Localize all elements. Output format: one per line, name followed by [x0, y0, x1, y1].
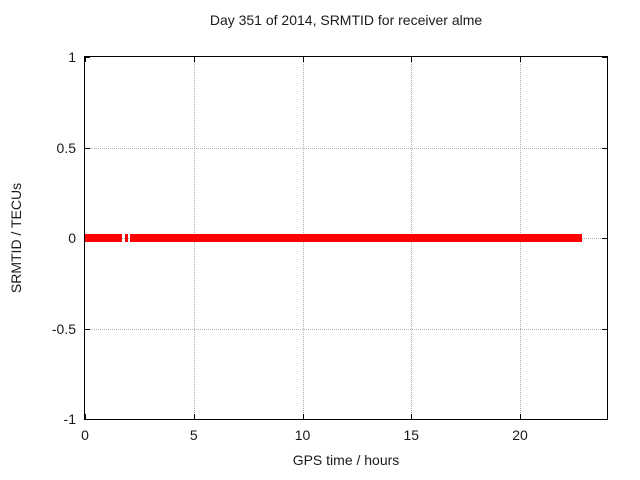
y-tick-mark	[85, 57, 90, 58]
y-tick-mark-right	[602, 328, 607, 330]
x-tick-mark	[302, 414, 304, 419]
x-tick-mark	[193, 414, 195, 419]
y-tick-label: -0.5	[51, 320, 76, 337]
x-tick-mark	[85, 414, 86, 419]
x-tick-label: 15	[403, 427, 420, 443]
x-tick-label: 20	[512, 427, 528, 443]
chart-title: Day 351 of 2014, SRMTID for receiver alm…	[209, 12, 483, 28]
x-tick-mark-top	[302, 57, 304, 62]
y-tick-mark	[85, 328, 90, 330]
x-tick-label: 5	[189, 427, 198, 443]
y-tick-mark-right	[602, 419, 607, 420]
x-tick-label: 10	[294, 427, 311, 443]
x-tick-mark-top	[411, 57, 413, 62]
y-tick-label: 0	[68, 230, 76, 246]
y-tick-mark-right	[602, 57, 607, 58]
y-tick-mark	[85, 419, 90, 420]
series-segment	[125, 234, 128, 242]
x-tick-mark-top	[85, 57, 86, 62]
y-tick-mark-right	[602, 238, 607, 239]
y-gridline	[85, 147, 607, 149]
x-tick-label: 0	[81, 427, 89, 443]
y-tick-mark	[85, 147, 90, 149]
y-tick-label: 0.5	[56, 139, 76, 156]
series-segment	[85, 234, 122, 242]
y-tick-label: 1	[68, 49, 76, 65]
plot-area	[84, 56, 608, 420]
x-tick-mark-top	[193, 57, 195, 62]
series-segment	[130, 234, 582, 242]
y-gridline	[85, 328, 607, 330]
y-tick-label: -1	[63, 411, 76, 427]
x-axis-label: GPS time / hours	[292, 452, 400, 468]
x-tick-mark-top	[520, 57, 521, 62]
x-tick-mark	[411, 414, 413, 419]
x-tick-mark	[520, 414, 521, 419]
y-tick-mark-right	[602, 147, 607, 149]
